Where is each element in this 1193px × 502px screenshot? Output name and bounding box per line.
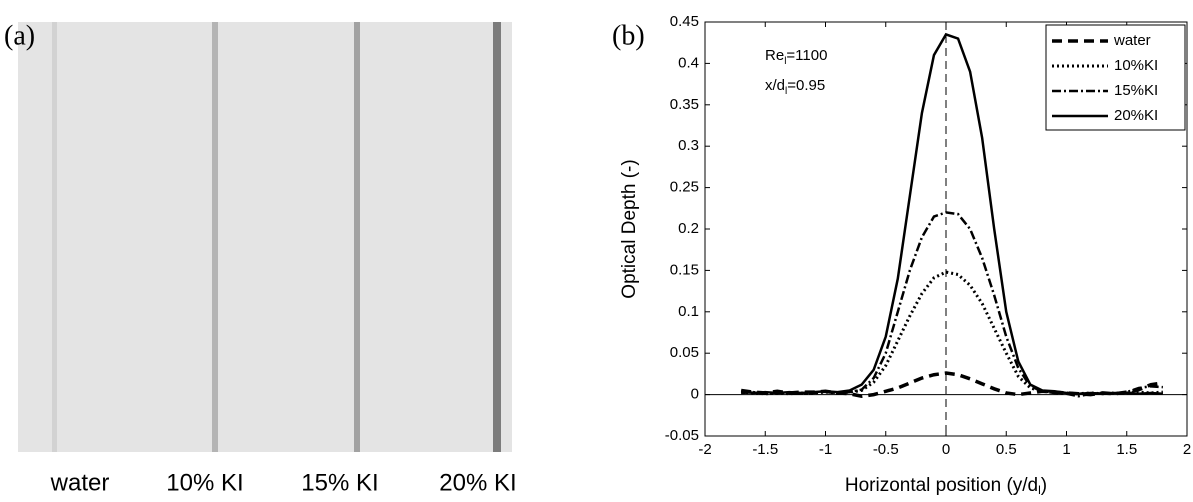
photo-label: 10% KI bbox=[166, 469, 243, 496]
x-axis-label-text: ) bbox=[1041, 475, 1047, 496]
annotation: Rel=1100 bbox=[765, 47, 827, 67]
y-tick-label: 0.4 bbox=[678, 54, 699, 71]
annotation: x/dl=0.95 bbox=[765, 77, 825, 97]
legend-label: 10%KI bbox=[1114, 57, 1158, 74]
annotation-text: =1100 bbox=[786, 47, 827, 64]
x-axis-label-sub: l bbox=[1038, 483, 1041, 497]
series-line bbox=[740, 32, 1163, 396]
photo bbox=[18, 22, 512, 452]
y-tick-label: 0 bbox=[691, 386, 699, 403]
stripe bbox=[52, 22, 57, 452]
x-tick-label: 1.5 bbox=[1116, 441, 1137, 458]
x-tick-label: 2 bbox=[1183, 441, 1191, 458]
y-tick-label: 0.1 bbox=[678, 303, 699, 320]
x-tick-label: 1 bbox=[1062, 441, 1070, 458]
stripe bbox=[493, 22, 501, 452]
y-tick-label: 0.2 bbox=[678, 220, 699, 237]
y-tick-label: 0.25 bbox=[670, 179, 699, 196]
y-tick-label: 0.35 bbox=[670, 96, 699, 113]
photo-background bbox=[18, 22, 512, 452]
annotation-text: x/d bbox=[765, 77, 785, 94]
y-tick-label: 0.45 bbox=[670, 13, 699, 30]
x-tick-label: 0 bbox=[942, 441, 950, 458]
stripe bbox=[212, 22, 218, 452]
legend-label: 15%KI bbox=[1114, 82, 1158, 99]
x-axis-label-text: Horizontal position (y/d bbox=[845, 475, 1038, 496]
panel-label: (a) bbox=[4, 20, 35, 51]
photo-label: water bbox=[50, 469, 110, 496]
x-tick-label: -1.5 bbox=[752, 441, 778, 458]
photo-label: 15% KI bbox=[301, 469, 378, 496]
legend-label: water bbox=[1113, 32, 1151, 49]
annotation-sub: l bbox=[785, 86, 787, 97]
stripe bbox=[354, 22, 360, 452]
y-tick-label: 0.05 bbox=[670, 344, 699, 361]
annotation-text: =0.95 bbox=[787, 77, 825, 94]
y-tick-label: 0.15 bbox=[670, 261, 699, 278]
x-tick-label: 0.5 bbox=[996, 441, 1017, 458]
photo-label: 20% KI bbox=[439, 469, 516, 496]
y-tick-label: -0.05 bbox=[665, 427, 699, 444]
x-tick-label: -2 bbox=[698, 441, 711, 458]
y-axis-label: Optical Depth (-) bbox=[619, 159, 640, 298]
series-line bbox=[741, 211, 1163, 398]
annotation-sub: l bbox=[784, 56, 786, 67]
y-tick-label: 0.3 bbox=[678, 137, 699, 154]
x-tick-label: -0.5 bbox=[873, 441, 899, 458]
legend-label: 20%KI bbox=[1114, 107, 1158, 124]
panel-label: (b) bbox=[612, 20, 645, 51]
x-tick-label: -1 bbox=[819, 441, 832, 458]
annotation-text: Re bbox=[765, 47, 784, 64]
x-axis-label: Horizontal position (y/dl) bbox=[845, 475, 1047, 497]
